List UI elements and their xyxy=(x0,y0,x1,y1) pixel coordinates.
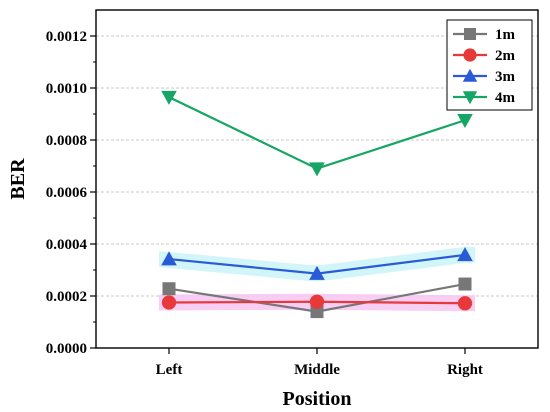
x-tick-label: Right xyxy=(447,362,483,378)
series-3m xyxy=(161,247,473,280)
legend-label: 2m xyxy=(495,48,516,64)
x-axis-title: Position xyxy=(283,388,352,410)
legend-label: 1m xyxy=(495,27,516,43)
tick-labels: 0.0000 0.0002 0.0004 0.0006 0.0008 0.0010 0.00… xyxy=(46,29,483,378)
data-point xyxy=(162,282,176,296)
series-2m xyxy=(161,294,473,311)
data-point xyxy=(310,305,324,319)
data-point xyxy=(309,265,325,280)
plot-frame xyxy=(95,9,539,349)
y-tick-label: 0.0000 xyxy=(46,341,87,357)
legend-entry: 1m xyxy=(453,27,516,43)
data-point xyxy=(457,296,473,311)
data-point xyxy=(457,247,473,262)
data-point xyxy=(458,277,472,291)
y-tick-label: 0.0010 xyxy=(46,81,87,97)
legend-marker xyxy=(462,91,478,105)
legend-entry: 2m xyxy=(453,48,516,64)
series-line xyxy=(168,96,466,170)
legend-entry: 3m xyxy=(453,68,516,85)
data-point xyxy=(309,294,325,309)
series-1m xyxy=(162,277,472,319)
legend-marker xyxy=(462,68,478,82)
y-tick-label: 0.0008 xyxy=(46,133,87,149)
series-lines xyxy=(161,90,473,319)
series-4m xyxy=(161,90,473,177)
x-tick-label: Middle xyxy=(294,362,340,378)
y-tick-label: 0.0004 xyxy=(46,237,88,253)
y-tick-label: 0.0002 xyxy=(46,289,87,305)
data-point xyxy=(161,295,177,310)
legend-entry: 4m xyxy=(453,90,516,106)
y-tick-label: 0.0006 xyxy=(46,185,88,201)
data-point xyxy=(309,162,325,177)
data-point xyxy=(161,251,177,266)
axes xyxy=(90,9,539,354)
legend-label: 4m xyxy=(495,90,516,106)
error-band xyxy=(159,246,475,282)
data-point xyxy=(457,114,473,129)
legend-label: 3m xyxy=(495,69,516,85)
y-axis-title: BER xyxy=(7,158,29,200)
legend-marker xyxy=(463,48,477,62)
y-tick-label: 0.0012 xyxy=(46,29,87,45)
legend: 1m 2m 3m 4m xyxy=(446,19,533,111)
legend-marker xyxy=(464,28,476,40)
x-tick-label: Left xyxy=(156,362,183,378)
data-point xyxy=(161,90,177,105)
